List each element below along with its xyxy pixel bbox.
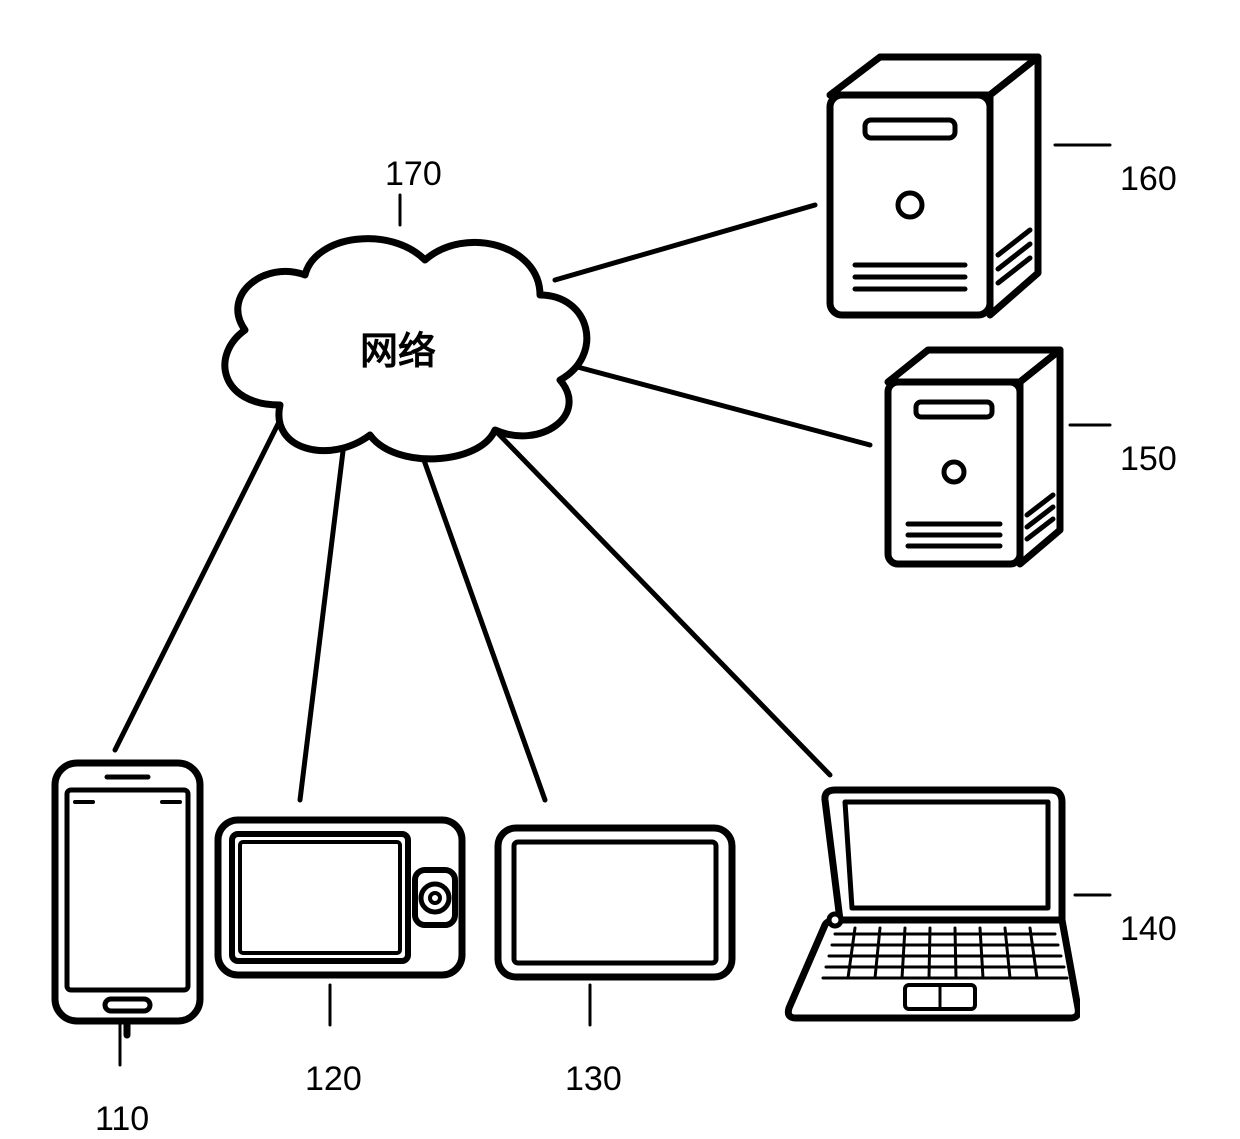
phone-icon xyxy=(45,755,210,1040)
tablet-icon xyxy=(490,820,740,985)
ref-140: 140 xyxy=(1120,910,1177,949)
ref-110: 110 xyxy=(95,1100,149,1139)
ref-170: 170 xyxy=(385,155,442,194)
diagram-canvas: 网络 xyxy=(0,0,1240,1138)
server1-icon xyxy=(810,45,1060,325)
ref-120: 120 xyxy=(305,1060,362,1099)
pmp-icon xyxy=(210,810,470,985)
ref-130: 130 xyxy=(565,1060,622,1099)
laptop-icon xyxy=(780,780,1080,1030)
server2-icon xyxy=(870,340,1080,575)
ref-150: 150 xyxy=(1120,440,1177,479)
ref-160: 160 xyxy=(1120,160,1177,199)
cloud-label: 网络 xyxy=(360,320,436,375)
